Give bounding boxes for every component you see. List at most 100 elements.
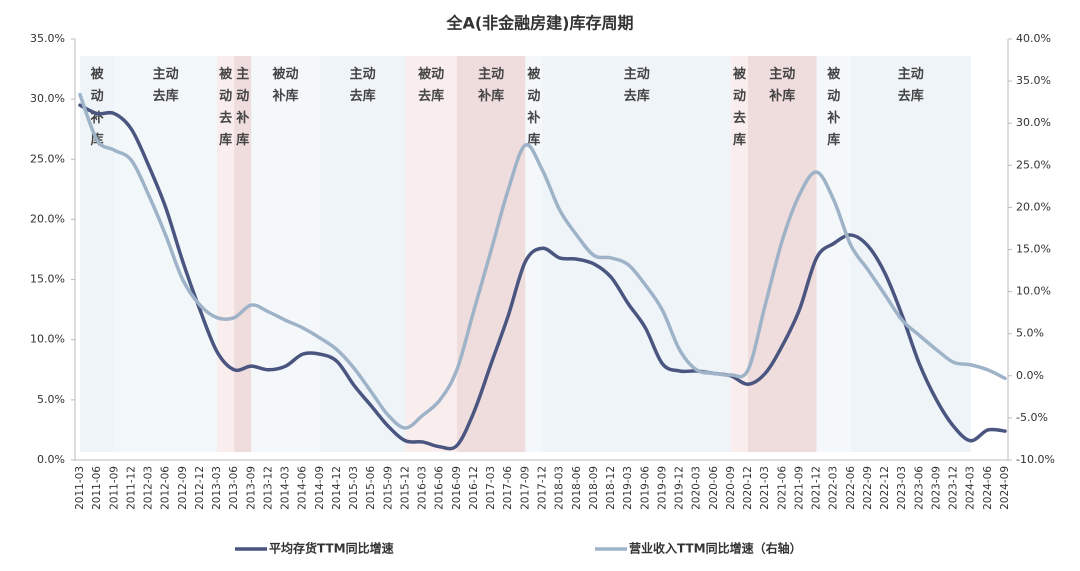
region-label: 主动补库 [477, 66, 504, 104]
series-line [78, 103, 1007, 451]
region-label: 主动去库 [624, 66, 650, 104]
region-label: 被动补库 [826, 66, 841, 148]
x-tick-label: 2019-12 [674, 466, 686, 510]
y-tick-label: 5.0% [37, 393, 65, 406]
y2-tick-label: 40.0% [1016, 32, 1051, 45]
x-tick-label: 2019-03 [622, 466, 634, 510]
y-tick-label: 25.0% [30, 152, 65, 165]
x-tick-label: 2017-12 [537, 466, 549, 510]
x-tick-label: 2019-06 [639, 466, 651, 510]
x-tick-label: 2023-03 [896, 466, 908, 510]
region-band [405, 56, 457, 452]
x-tick-label: 2014-03 [280, 466, 292, 510]
x-tick-label: 2015-12 [399, 466, 411, 510]
x-tick-label: 2022-06 [845, 466, 857, 510]
series-line [78, 92, 1007, 430]
region-band [319, 56, 406, 452]
region-band [748, 56, 817, 452]
region-label: 被动去库 [417, 66, 444, 104]
y-tick-label: 20.0% [30, 212, 65, 225]
x-tick-label: 2021-06 [776, 466, 788, 510]
x-tick-label: 2014-12 [331, 466, 343, 510]
region-label: 主动补库 [235, 66, 249, 148]
region-label: 被动去库 [218, 66, 233, 148]
y2-tick-label: 20.0% [1016, 200, 1051, 213]
y2-tick-label: 5.0% [1016, 327, 1044, 340]
y2-tick-label: -5.0% [1016, 411, 1048, 424]
region-band [114, 56, 218, 452]
x-tick-label: 2023-09 [930, 466, 942, 510]
region-label: 被动去库 [732, 66, 747, 148]
x-tick-label: 2019-09 [656, 466, 668, 510]
region-label: 主动去库 [153, 66, 179, 104]
region-band [816, 56, 851, 452]
region-band [251, 56, 320, 452]
x-tick-label: 2021-09 [793, 466, 805, 510]
x-tick-label: 2018-06 [571, 466, 583, 510]
x-tick-label: 2024-06 [982, 466, 994, 510]
x-tick-label: 2020-09 [725, 466, 737, 510]
x-tick-label: 2018-09 [588, 466, 600, 510]
region-band [234, 56, 252, 452]
x-tick-label: 2016-09 [451, 466, 463, 510]
x-tick-label: 2022-09 [862, 466, 874, 510]
region-label: 主动去库 [350, 66, 376, 104]
x-tick-label: 2018-12 [605, 466, 617, 510]
x-tick-label: 2024-09 [999, 466, 1011, 510]
y-tick-label: 0.0% [37, 453, 65, 466]
x-tick-label: 2023-12 [948, 466, 960, 510]
x-tick-label: 2016-06 [434, 466, 446, 510]
x-tick-label: 2020-06 [708, 466, 720, 510]
x-tick-label: 2013-09 [245, 466, 257, 510]
y-tick-label: 30.0% [30, 92, 65, 105]
x-tick-label: 2014-06 [297, 466, 309, 510]
x-tick-label: 2021-12 [811, 466, 823, 510]
region-label: 被动补库 [272, 66, 299, 104]
x-tick-label: 2015-06 [365, 466, 377, 510]
region-label: 主动去库 [898, 66, 924, 104]
x-tick-label: 2011-06 [91, 466, 103, 510]
x-tick-label: 2016-12 [468, 466, 480, 510]
region-band [217, 56, 235, 452]
x-tick-label: 2012-06 [160, 466, 172, 510]
region-label: 被动补库 [526, 66, 541, 148]
chart-title: 全A(非金融房建)库存周期 [445, 14, 633, 33]
region-label: 主动补库 [768, 66, 795, 104]
region-band [730, 56, 749, 452]
y2-tick-label: 15.0% [1016, 243, 1051, 256]
x-tick-label: 2016-03 [417, 466, 429, 510]
legend-label: 营业收入TTM同比增速（右轴） [629, 541, 802, 556]
region-band [542, 56, 731, 452]
x-tick-label: 2021-03 [759, 466, 771, 510]
y-tick-label: 15.0% [30, 273, 65, 286]
x-tick-label: 2013-03 [211, 466, 223, 510]
x-tick-label: 2014-09 [314, 466, 326, 510]
x-tick-label: 2011-12 [125, 466, 137, 510]
y2-tick-label: 35.0% [1016, 74, 1051, 87]
x-tick-label: 2012-03 [143, 466, 155, 510]
region-band [525, 56, 543, 452]
regions: 被动补库主动去库被动去库主动补库被动补库主动去库被动去库主动补库被动补库主动去库… [80, 56, 971, 452]
y-tick-label: 10.0% [30, 333, 65, 346]
x-tick-label: 2020-12 [742, 466, 754, 510]
y2-tick-label: 0.0% [1016, 369, 1044, 382]
legend-label: 平均存货TTM同比增速 [269, 541, 394, 556]
x-tick-label: 2013-12 [262, 466, 274, 510]
x-tick-label: 2023-06 [913, 466, 925, 510]
x-tick-label: 2017-06 [502, 466, 514, 510]
x-tick-label: 2017-03 [485, 466, 497, 510]
x-tick-label: 2011-03 [74, 466, 86, 510]
y2-tick-label: 10.0% [1016, 285, 1051, 298]
x-tick-label: 2022-12 [879, 466, 891, 510]
x-tick-label: 2022-03 [828, 466, 840, 510]
y2-tick-label: 30.0% [1016, 116, 1051, 129]
x-tick-label: 2011-09 [108, 466, 120, 510]
x-tick-label: 2020-03 [691, 466, 703, 510]
x-tick-label: 2024-03 [965, 466, 977, 510]
y2-tick-label: 25.0% [1016, 158, 1051, 171]
x-tick-label: 2012-12 [194, 466, 206, 510]
y-tick-label: 35.0% [30, 32, 65, 45]
x-tick-label: 2015-03 [348, 466, 360, 510]
x-tick-label: 2017-09 [519, 466, 531, 510]
